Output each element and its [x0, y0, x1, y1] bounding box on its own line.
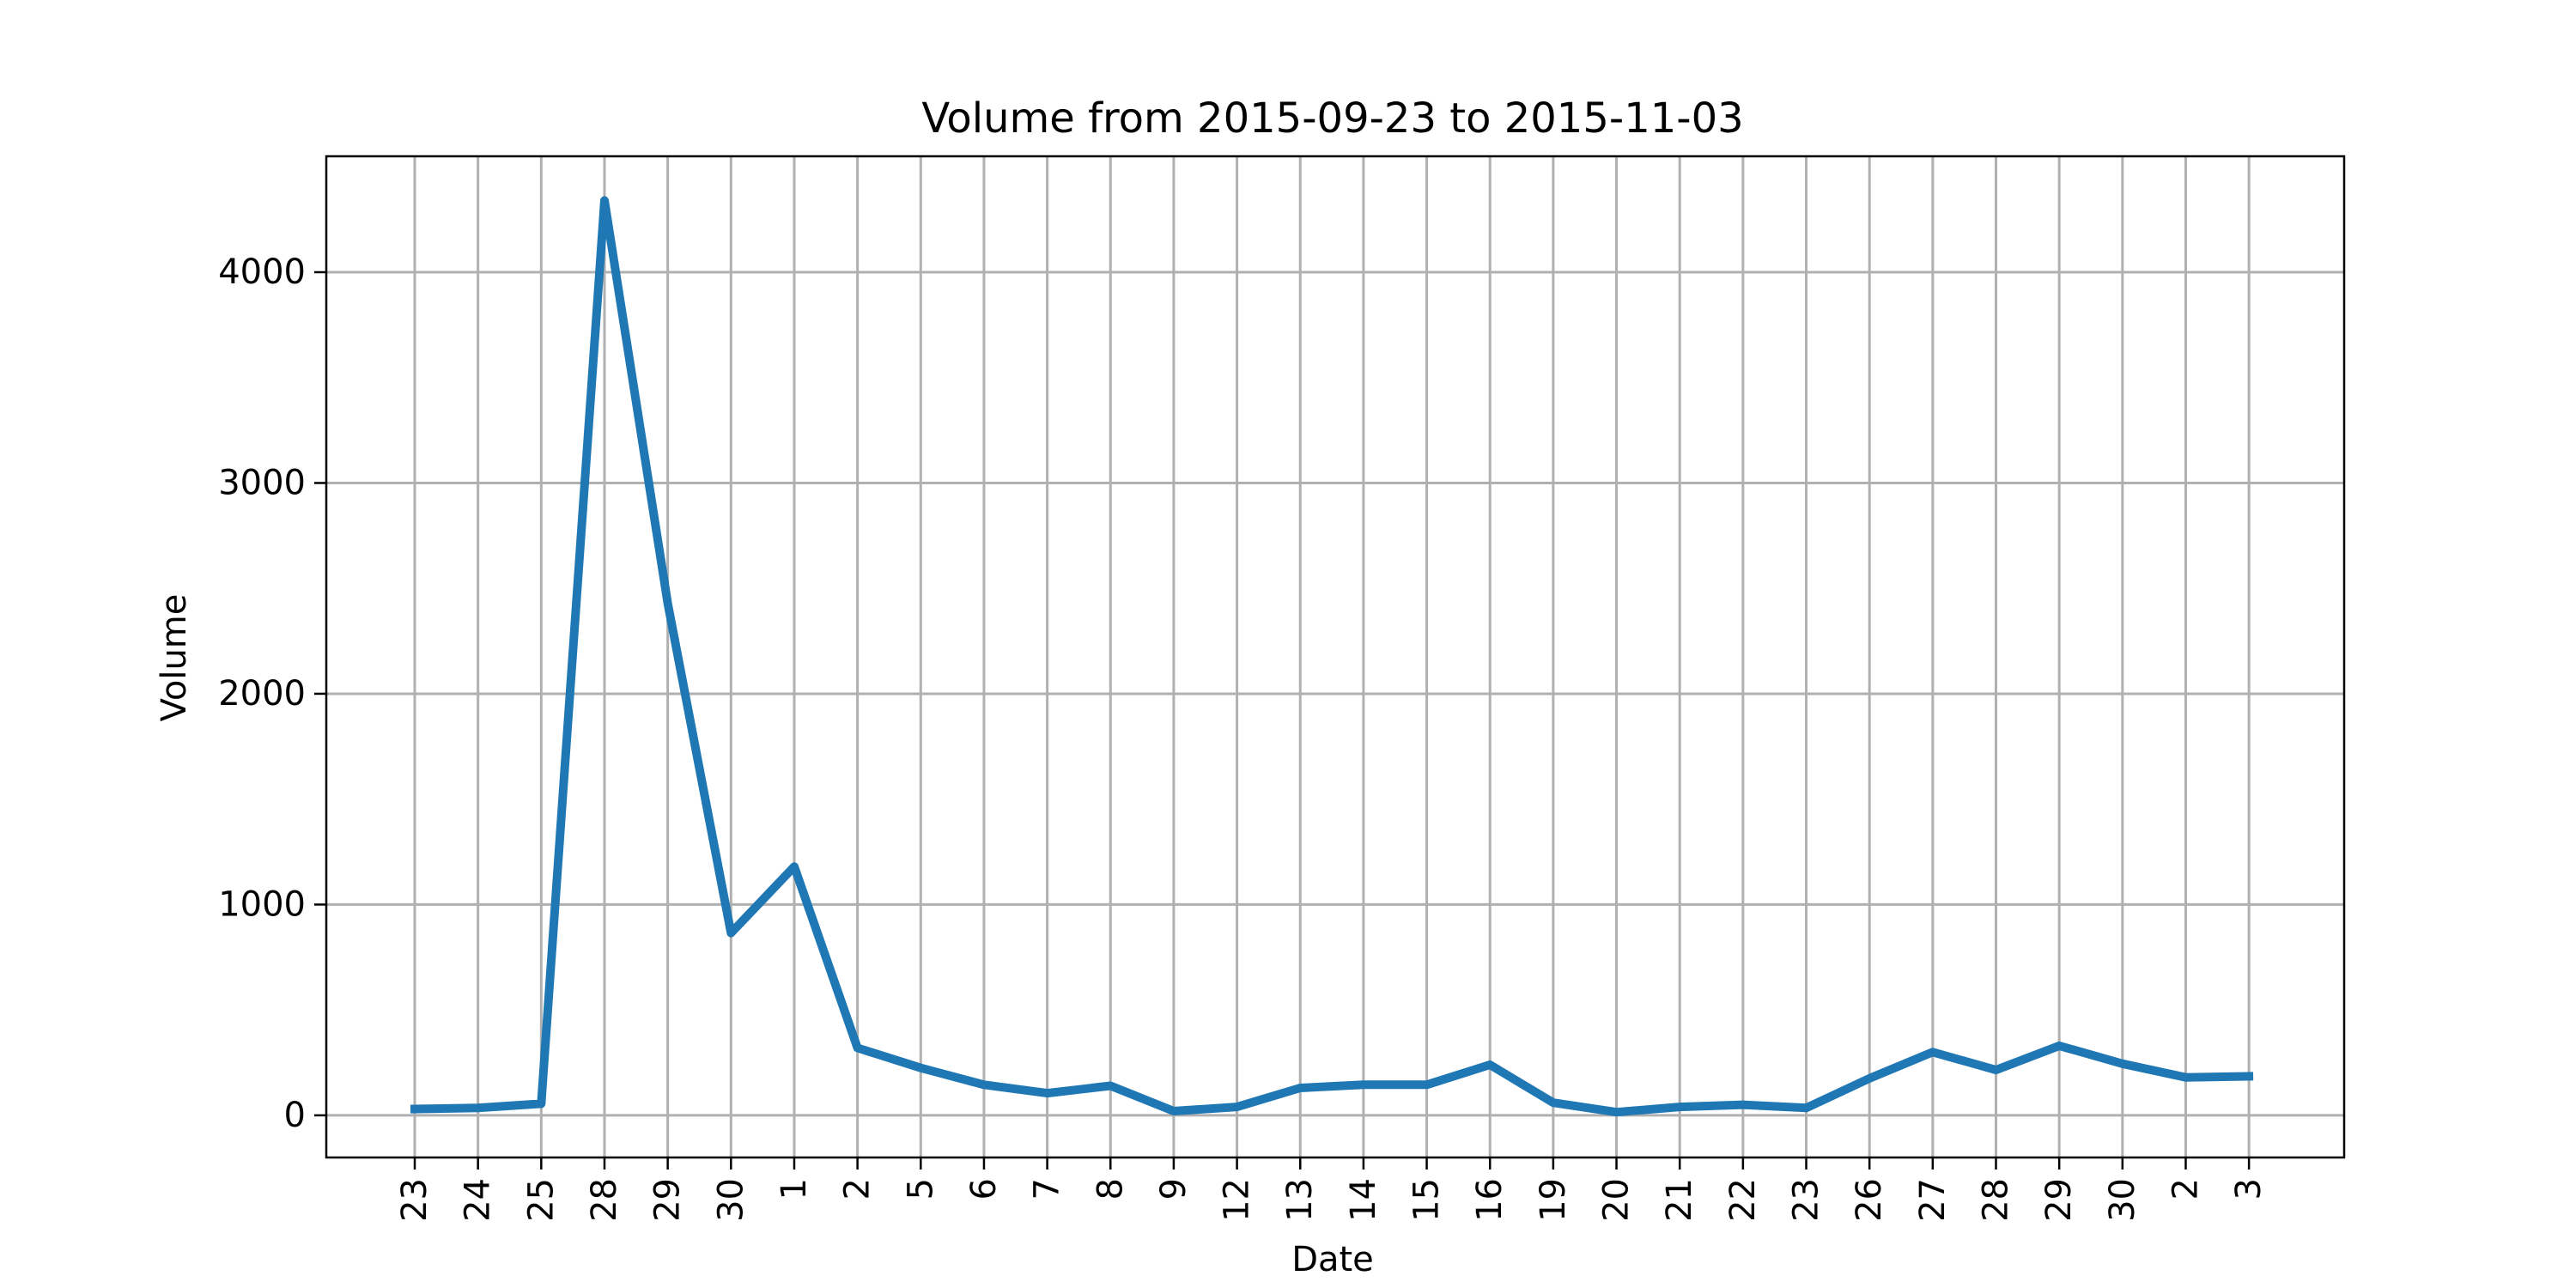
x-tick-label: 15	[1407, 1178, 1447, 1222]
series-layer	[410, 196, 2254, 1117]
x-tick-label: 29	[2039, 1178, 2079, 1222]
x-tick-label: 26	[1850, 1178, 1889, 1222]
y-tick-label: 1000	[218, 884, 306, 924]
y-axis-label: Volume	[155, 594, 194, 722]
y-tick-label: 0	[284, 1096, 306, 1135]
x-tick-label: 28	[1977, 1178, 2016, 1222]
x-tick-label: 12	[1218, 1178, 1257, 1222]
x-tick-label: 30	[2103, 1178, 2142, 1222]
x-tick-label: 19	[1534, 1178, 1573, 1222]
x-tick-label: 22	[1723, 1178, 1763, 1222]
x-tick-label: 5	[901, 1178, 940, 1200]
plot-frame	[325, 155, 2346, 1159]
x-tick-label: 16	[1470, 1178, 1510, 1222]
x-tick-label: 6	[964, 1178, 1004, 1200]
chart-title: Volume from 2015-09-23 to 2015-11-03	[921, 94, 1743, 143]
x-tick-label: 3	[2229, 1178, 2269, 1200]
y-tick-label: 4000	[218, 252, 306, 292]
x-tick-label: 14	[1344, 1178, 1383, 1222]
y-tick-label: 3000	[218, 463, 306, 502]
y-axis: 0 1000 2000 3000 4000	[218, 252, 326, 1135]
x-tick-label: 8	[1091, 1178, 1130, 1200]
x-tick-label: 28	[585, 1178, 624, 1222]
x-axis: 23 24 25 28 29 30 1 2 5 6 7 8 9 12 13 14 15 16 19 20 21 22 23 2…	[395, 1157, 2269, 1222]
x-tick-label: 13	[1280, 1178, 1320, 1222]
x-tick-label: 21	[1660, 1178, 1699, 1222]
x-tick-label: 24	[459, 1178, 498, 1222]
x-tick-label: 29	[648, 1178, 688, 1222]
grid-lines	[326, 156, 2344, 1157]
x-tick-label: 9	[1154, 1178, 1194, 1200]
x-tick-label: 2	[838, 1178, 878, 1200]
y-tick-label: 2000	[218, 674, 306, 714]
x-tick-label: 25	[521, 1178, 561, 1222]
x-tick-label: 2	[2166, 1178, 2205, 1200]
x-tick-label: 30	[711, 1178, 750, 1222]
x-axis-label: Date	[1291, 1240, 1374, 1279]
series-line	[410, 196, 2254, 1117]
x-tick-label: 23	[395, 1178, 434, 1222]
x-tick-label: 20	[1597, 1178, 1637, 1222]
x-tick-label: 7	[1028, 1178, 1067, 1200]
x-tick-label: 1	[775, 1178, 814, 1200]
x-tick-label: 27	[1913, 1178, 1953, 1222]
x-tick-label: 23	[1787, 1178, 1826, 1222]
